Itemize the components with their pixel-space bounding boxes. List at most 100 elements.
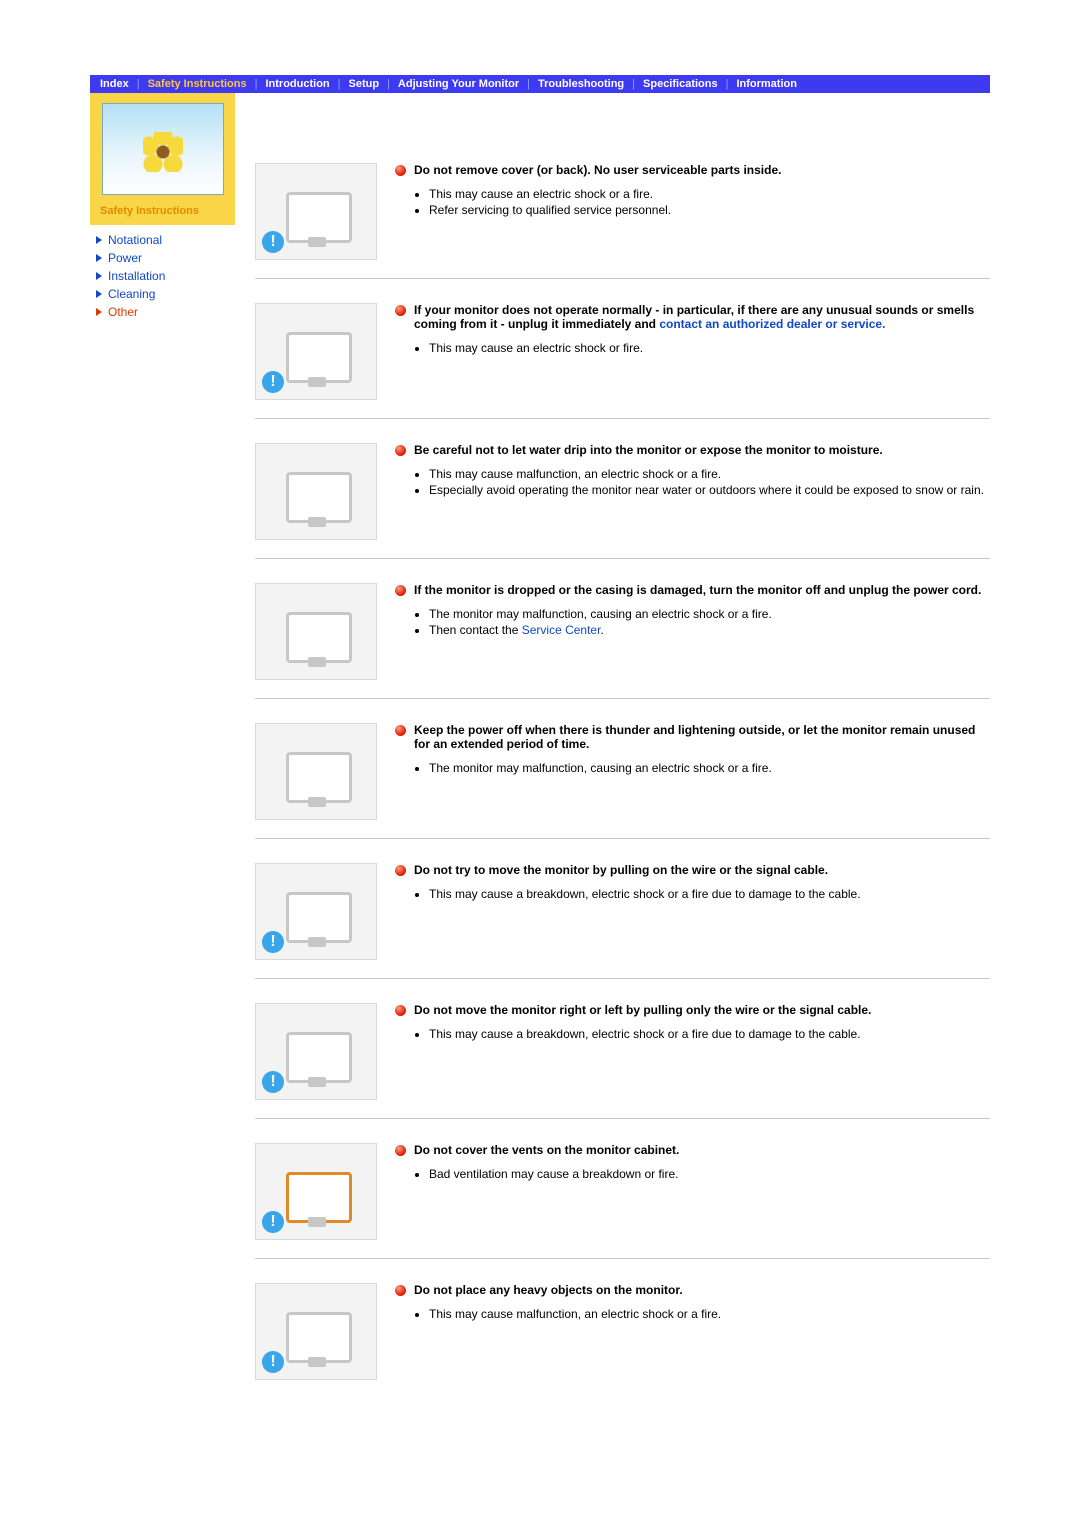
section-heading: Do not cover the vents on the monitor ca… (395, 1143, 990, 1157)
sidebar-item-notational[interactable]: Notational (96, 231, 235, 249)
arrow-icon (96, 254, 102, 262)
contact-dealer-link[interactable]: contact an authorized dealer or service. (659, 317, 885, 331)
nav-troubleshooting[interactable]: Troubleshooting (538, 78, 624, 90)
nav-specifications[interactable]: Specifications (643, 78, 718, 90)
caution-icon: ! (262, 1351, 284, 1373)
nav-separator: | (632, 78, 635, 90)
bullet-ball-icon (395, 865, 406, 876)
section-text: Be careful not to let water drip into th… (395, 443, 990, 540)
bullet-item: This may cause an electric shock or fire… (429, 341, 990, 355)
section-text: Do not move the monitor right or left by… (395, 1003, 990, 1100)
sidebar-item-label: Cleaning (108, 287, 155, 301)
hero-monitor-image (102, 103, 224, 195)
sidebar-heading: Safety Instructions (90, 201, 235, 225)
sidebar-item-label: Power (108, 251, 142, 265)
bullet-item: Then contact the Service Center. (429, 623, 990, 637)
heading-text: Keep the power off when there is thunder… (414, 723, 990, 751)
nav-setup[interactable]: Setup (349, 78, 380, 90)
sidebar-item-label: Other (108, 305, 138, 319)
section-text: Do not try to move the monitor by pullin… (395, 863, 990, 960)
section-heading: Be careful not to let water drip into th… (395, 443, 990, 457)
bullet-item: Bad ventilation may cause a breakdown or… (429, 1167, 990, 1181)
nav-information[interactable]: Information (736, 78, 797, 90)
nav-introduction[interactable]: Introduction (265, 78, 329, 90)
bullet-item: Especially avoid operating the monitor n… (429, 483, 990, 497)
bullet-list: This may cause an electric shock or a fi… (429, 187, 990, 217)
sidebar: Safety Instructions Notational Power Ins… (90, 93, 235, 1398)
bullet-item: This may cause malfunction, an electric … (429, 467, 990, 481)
illustration (255, 723, 377, 820)
bullet-ball-icon (395, 1005, 406, 1016)
caution-icon: ! (262, 1211, 284, 1233)
nav-separator: | (527, 78, 530, 90)
sidebar-item-power[interactable]: Power (96, 249, 235, 267)
sidebar-item-cleaning[interactable]: Cleaning (96, 285, 235, 303)
safety-section: If the monitor is dropped or the casing … (255, 558, 990, 698)
bullet-list: This may cause a breakdown, electric sho… (429, 1027, 990, 1041)
heading-text: Do not move the monitor right or left by… (414, 1003, 871, 1017)
bullet-item: This may cause a breakdown, electric sho… (429, 1027, 990, 1041)
caution-icon: ! (262, 231, 284, 253)
bullet-ball-icon (395, 1285, 406, 1296)
heading-text: Do not try to move the monitor by pullin… (414, 863, 828, 877)
illustration (255, 443, 377, 540)
bullet-ball-icon (395, 165, 406, 176)
caution-icon: ! (262, 931, 284, 953)
top-nav: Index | Safety Instructions | Introducti… (90, 75, 990, 93)
bullet-list: The monitor may malfunction, causing an … (429, 607, 990, 637)
nav-separator: | (726, 78, 729, 90)
sidebar-item-label: Installation (108, 269, 165, 283)
section-text: Do not cover the vents on the monitor ca… (395, 1143, 990, 1240)
safety-section: ! Do not place any heavy objects on the … (255, 1258, 990, 1398)
safety-section: ! If your monitor does not operate norma… (255, 278, 990, 418)
nav-adjusting[interactable]: Adjusting Your Monitor (398, 78, 519, 90)
bullet-ball-icon (395, 585, 406, 596)
content: ! Do not remove cover (or back). No user… (235, 93, 990, 1398)
section-heading: Do not place any heavy objects on the mo… (395, 1283, 990, 1297)
bullet-list: This may cause a breakdown, electric sho… (429, 887, 990, 901)
nav-index[interactable]: Index (100, 78, 129, 90)
illustration: ! (255, 1003, 377, 1100)
service-center-link[interactable]: Service Center (522, 623, 601, 637)
bullet-list: This may cause an electric shock or fire… (429, 341, 990, 355)
bullet-ball-icon (395, 1145, 406, 1156)
section-heading: If your monitor does not operate normall… (395, 303, 990, 331)
sidebar-item-installation[interactable]: Installation (96, 267, 235, 285)
illustration (255, 583, 377, 680)
bullet-ball-icon (395, 725, 406, 736)
bullet-post: . (600, 623, 603, 637)
page: Index | Safety Instructions | Introducti… (90, 0, 990, 1398)
section-heading: Do not remove cover (or back). No user s… (395, 163, 990, 177)
bullet-pre: Then contact the (429, 623, 522, 637)
bullet-item: The monitor may malfunction, causing an … (429, 607, 990, 621)
sidebar-item-other[interactable]: Other (96, 303, 235, 321)
section-heading: Do not move the monitor right or left by… (395, 1003, 990, 1017)
bullet-ball-icon (395, 445, 406, 456)
section-text: If your monitor does not operate normall… (395, 303, 990, 400)
arrow-icon (96, 308, 102, 316)
sidebar-item-label: Notational (108, 233, 162, 247)
section-text: Keep the power off when there is thunder… (395, 723, 990, 820)
main-layout: Safety Instructions Notational Power Ins… (90, 93, 990, 1398)
heading-text: Do not place any heavy objects on the mo… (414, 1283, 683, 1297)
safety-section: ! Do not move the monitor right or left … (255, 978, 990, 1118)
safety-section: Keep the power off when there is thunder… (255, 698, 990, 838)
sidebar-hero (90, 93, 235, 201)
caution-icon: ! (262, 371, 284, 393)
heading-text: Do not remove cover (or back). No user s… (414, 163, 781, 177)
bullet-ball-icon (395, 305, 406, 316)
illustration: ! (255, 163, 377, 260)
safety-section: ! Do not try to move the monitor by pull… (255, 838, 990, 978)
arrow-icon (96, 272, 102, 280)
bullet-list: This may cause malfunction, an electric … (429, 467, 990, 497)
bullet-item: The monitor may malfunction, causing an … (429, 761, 990, 775)
illustration: ! (255, 863, 377, 960)
section-heading: Keep the power off when there is thunder… (395, 723, 990, 751)
nav-safety-instructions[interactable]: Safety Instructions (148, 78, 247, 90)
bullet-item: Refer servicing to qualified service per… (429, 203, 990, 217)
safety-section: ! Do not remove cover (or back). No user… (255, 153, 990, 278)
arrow-icon (96, 236, 102, 244)
arrow-icon (96, 290, 102, 298)
section-text: If the monitor is dropped or the casing … (395, 583, 990, 680)
section-text: Do not place any heavy objects on the mo… (395, 1283, 990, 1380)
